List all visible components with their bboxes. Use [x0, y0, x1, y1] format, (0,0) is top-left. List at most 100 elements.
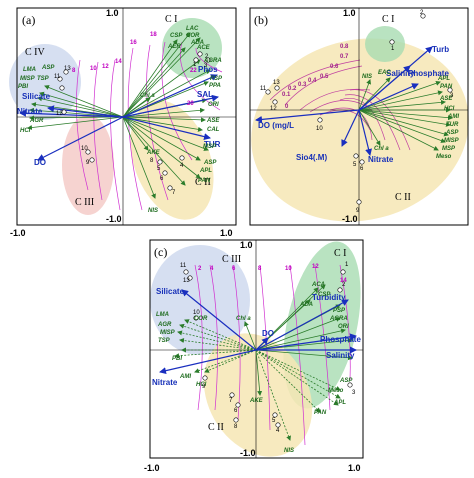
species-label: COR	[194, 316, 208, 322]
species-label: MISP	[20, 76, 36, 82]
species-label: Chl a	[236, 316, 251, 322]
env-turb: Turb	[432, 45, 449, 54]
species-label: ACA	[311, 282, 325, 288]
env-arrows	[255, 46, 433, 156]
contour-label: 14	[115, 59, 122, 65]
contour-lines	[194, 264, 351, 446]
contour-label: 12	[102, 64, 109, 70]
species-label: MISP	[160, 330, 176, 336]
species-label: PAN	[440, 84, 453, 90]
species-label: PPA	[209, 83, 221, 89]
species-label: CSP	[318, 292, 331, 298]
env-do: DO (mg/L	[258, 121, 294, 130]
group-ellipse-c3	[62, 115, 114, 215]
env-salinity: Salinity	[386, 69, 415, 78]
species-label: COR	[186, 33, 200, 39]
contour-label: 0.1	[282, 92, 291, 98]
site-label: 13	[273, 80, 280, 86]
site-label: 11	[260, 86, 267, 92]
species-arrows	[358, 77, 453, 151]
species-label: ASP	[445, 130, 459, 136]
tick-left: -1.0	[10, 228, 26, 238]
group-ellipse-c4	[9, 44, 81, 120]
contour-label: 16	[130, 40, 137, 46]
contour-label: 0.5	[320, 74, 329, 80]
panel-c-frame	[149, 239, 364, 459]
tick-right: 1.0	[348, 463, 361, 473]
species-label: TSP	[37, 76, 50, 82]
species-label: APL	[199, 168, 212, 174]
contour-label: 20	[187, 101, 194, 107]
species-label: HCI	[196, 382, 207, 388]
site-label: 3	[450, 93, 454, 99]
site-markers	[183, 269, 353, 428]
env-silicate: Silicate	[22, 92, 51, 101]
tick-right: 1.0	[220, 228, 233, 238]
env-sal: SAL	[197, 90, 213, 99]
group-label-c3: C III	[75, 197, 94, 208]
site-label: 4	[180, 163, 184, 169]
tick-bottom: -1.0	[342, 214, 358, 224]
site-label: 1	[391, 46, 395, 52]
site-label: 9	[202, 384, 206, 390]
env-turbidity: Turbidity	[312, 293, 346, 302]
contour-label: 8	[72, 68, 76, 74]
species-label: PAN	[198, 178, 211, 184]
panel-b: (b) 1.0 -1.0 C I C II Turb Salinity Phos…	[249, 7, 469, 226]
species-label: APL	[437, 76, 450, 82]
env-do: DO	[262, 329, 274, 338]
species-label: AER	[167, 44, 181, 50]
contour-label: 0.6	[330, 64, 339, 70]
species-label: NIS	[362, 74, 372, 80]
site-label: 2	[342, 282, 346, 288]
site-label: 6	[234, 408, 238, 414]
species-label: TSP	[158, 338, 171, 344]
contour-label: 0.7	[340, 54, 349, 60]
species-label: AGR	[157, 322, 172, 328]
site-label: 1	[345, 262, 349, 268]
panel-c-label: (c)	[154, 245, 167, 259]
site-label: 5	[272, 418, 276, 424]
group-label-c4: C IV	[25, 47, 46, 58]
site-label: 8	[150, 158, 154, 164]
group-label-c1: C I	[334, 248, 347, 259]
contour-label: 0	[285, 104, 289, 110]
site-label: 10	[193, 310, 200, 316]
species-label: NIS	[148, 208, 158, 214]
site-markers	[57, 51, 211, 191]
species-label: AGRA	[203, 58, 222, 64]
species-label: LMA	[23, 67, 36, 73]
site-label: 7	[229, 398, 233, 404]
site-label: 6	[360, 166, 364, 172]
species-label: ASP	[339, 378, 353, 384]
tick-left: -1.0	[144, 463, 160, 473]
species-label: HCI	[20, 128, 31, 134]
contour-label: 22	[190, 68, 197, 74]
site-label: 1	[193, 62, 197, 68]
species-label: PBI	[18, 84, 28, 90]
species-label: ORI	[338, 324, 349, 330]
species-label: CSP	[170, 33, 183, 39]
tick-bottom: -1.0	[240, 448, 256, 458]
tick-top: 1.0	[240, 240, 253, 250]
site-label: 9	[86, 160, 90, 166]
env-do: DO	[34, 158, 46, 167]
tick-bottom: -1.0	[106, 214, 122, 224]
species-label: HCI	[444, 106, 455, 112]
group-label-c2: C II	[208, 422, 224, 433]
env-nitrate: Nitrate	[368, 155, 394, 164]
species-label: MSP	[203, 144, 217, 150]
group-label-c3: C III	[222, 254, 241, 265]
species-label: AGR	[29, 118, 44, 124]
species-label: NIS	[284, 448, 294, 454]
species-label: LAC	[186, 26, 199, 32]
tick-top: 1.0	[343, 8, 356, 18]
species-label: AMI	[447, 114, 459, 120]
site-label: 11	[54, 74, 61, 80]
species-label: ADA	[190, 40, 204, 46]
env-silicate: Silicate	[156, 287, 185, 296]
species-label: AGRA	[329, 316, 348, 322]
species-label: Meso	[328, 388, 344, 394]
panel-b-label: (b)	[254, 13, 268, 27]
